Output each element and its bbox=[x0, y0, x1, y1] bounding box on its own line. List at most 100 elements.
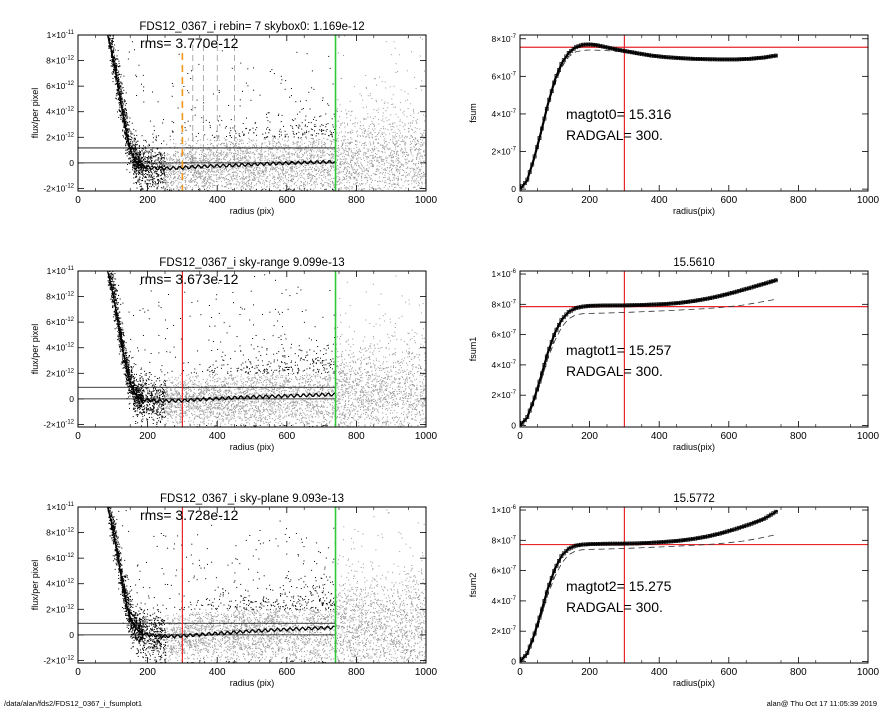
scatter-point bbox=[374, 132, 376, 133]
scatter-point bbox=[216, 158, 218, 160]
scatter-point bbox=[281, 169, 283, 171]
scatter-point bbox=[119, 114, 121, 116]
scatter-point bbox=[389, 180, 391, 181]
scatter-point bbox=[130, 133, 132, 135]
scatter-point bbox=[247, 163, 249, 165]
scatter-point bbox=[327, 123, 329, 125]
scatter-point bbox=[374, 188, 376, 190]
scatter-point bbox=[367, 179, 369, 181]
scatter-point bbox=[281, 164, 283, 166]
scatter-point bbox=[308, 141, 310, 142]
scatter-point bbox=[308, 160, 310, 162]
scatter-point bbox=[261, 159, 263, 161]
scatter-point bbox=[275, 170, 277, 172]
scatter-point bbox=[243, 142, 244, 144]
scatter-point bbox=[331, 154, 333, 155]
scatter-point bbox=[277, 176, 279, 178]
scatter-point bbox=[357, 176, 359, 178]
scatter-point bbox=[194, 181, 196, 182]
scatter-point bbox=[316, 145, 318, 147]
scatter-point bbox=[221, 152, 222, 154]
scatter-point bbox=[254, 169, 256, 171]
scatter-point bbox=[384, 146, 386, 148]
scatter-point bbox=[254, 160, 256, 162]
scatter-point bbox=[323, 142, 325, 143]
scatter-point bbox=[342, 153, 344, 155]
scatter-point bbox=[408, 174, 410, 176]
scatter-point bbox=[187, 155, 189, 157]
scatter-point bbox=[120, 76, 122, 78]
scatter-point bbox=[198, 188, 199, 190]
scatter-point bbox=[300, 147, 302, 149]
scatter-point bbox=[367, 170, 369, 172]
scatter-point bbox=[315, 178, 317, 180]
scatter-point bbox=[166, 171, 168, 173]
scatter-point bbox=[360, 173, 362, 175]
scatter-point bbox=[167, 163, 169, 165]
scatter-point bbox=[269, 141, 271, 143]
scatter-point bbox=[333, 166, 334, 168]
scatter-point bbox=[343, 149, 345, 151]
scatter-point bbox=[418, 151, 420, 153]
scatter-point bbox=[202, 179, 204, 181]
scatter-point bbox=[252, 165, 254, 167]
scatter-point bbox=[219, 124, 221, 126]
scatter-point bbox=[117, 94, 119, 96]
scatter-point bbox=[369, 176, 371, 178]
scatter-point bbox=[277, 173, 279, 175]
scatter-point bbox=[317, 149, 319, 151]
scatter-point bbox=[320, 150, 322, 152]
scatter-point bbox=[356, 165, 357, 167]
scatter-point bbox=[196, 176, 198, 178]
scatter-point bbox=[152, 165, 154, 167]
scatter-point bbox=[253, 172, 255, 174]
scatter-point bbox=[286, 153, 288, 155]
scatter-point bbox=[403, 114, 405, 116]
scatter-point bbox=[209, 151, 211, 153]
scatter-point bbox=[181, 184, 183, 186]
scatter-point bbox=[340, 154, 342, 155]
scatter-point bbox=[166, 174, 168, 176]
scatter-point bbox=[282, 174, 284, 176]
scatter-point bbox=[162, 181, 164, 183]
scatter-point bbox=[223, 152, 225, 154]
scatter-point bbox=[156, 176, 158, 178]
scatter-point bbox=[195, 156, 197, 158]
scatter-point bbox=[143, 157, 145, 159]
scatter-point bbox=[309, 154, 311, 156]
scatter-point bbox=[177, 183, 179, 185]
scatter-point bbox=[424, 120, 426, 122]
scatter-point bbox=[115, 95, 117, 97]
scatter-point bbox=[309, 150, 311, 152]
scatter-point bbox=[160, 156, 162, 158]
scatter-point bbox=[368, 128, 370, 130]
scatter-point bbox=[285, 170, 287, 172]
scatter-point bbox=[279, 133, 281, 135]
scatter-point bbox=[298, 186, 300, 188]
scatter-point bbox=[127, 143, 129, 145]
scatter-point bbox=[274, 135, 275, 137]
scatter-point bbox=[419, 187, 420, 189]
scatter-point bbox=[182, 179, 184, 181]
scatter-point bbox=[162, 182, 164, 184]
scatter-point bbox=[149, 169, 151, 171]
scatter-point bbox=[396, 141, 398, 143]
scatter-point bbox=[284, 182, 286, 184]
scatter-point bbox=[119, 89, 121, 91]
scatter-point bbox=[339, 193, 340, 194]
scatter-point bbox=[173, 142, 175, 144]
scatter-point bbox=[202, 144, 204, 146]
scatter-point bbox=[208, 149, 210, 151]
scatter-point bbox=[284, 149, 286, 151]
scatter-point bbox=[203, 152, 205, 154]
scatter-point bbox=[271, 169, 273, 171]
scatter-point bbox=[348, 187, 350, 189]
scatter-point bbox=[319, 168, 321, 170]
scatter-point bbox=[169, 175, 171, 177]
scatter-point bbox=[173, 155, 174, 157]
scatter-point bbox=[247, 143, 249, 144]
scatter-point bbox=[139, 160, 141, 162]
scatter-point bbox=[190, 109, 192, 111]
scatter-point bbox=[256, 150, 258, 152]
scatter-point bbox=[332, 184, 334, 186]
